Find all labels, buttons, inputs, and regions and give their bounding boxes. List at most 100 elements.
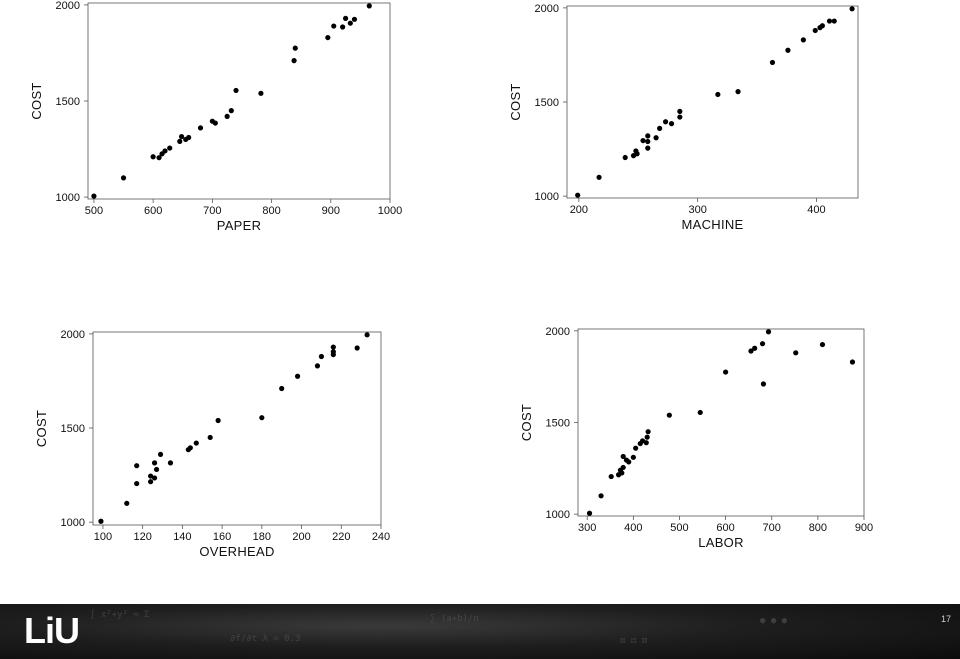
data-point: [849, 359, 856, 365]
data-point: [819, 341, 826, 348]
data-point: [207, 434, 213, 441]
x-tick-label: 500: [670, 522, 688, 534]
x-axis-label: PAPER: [217, 218, 262, 233]
data-point: [662, 119, 669, 125]
data-point: [785, 47, 791, 53]
data-point: [233, 87, 239, 94]
data-point: [330, 351, 336, 358]
data-point: [586, 510, 593, 516]
data-point: [645, 138, 651, 145]
y-tick-label: 2000: [535, 3, 559, 15]
data-point: [177, 138, 183, 144]
x-axis-label: LABOR: [698, 535, 744, 550]
x-tick-label: 200: [292, 531, 310, 543]
data-point: [151, 460, 158, 466]
data-point: [640, 137, 646, 144]
y-tick-label: 1500: [61, 423, 85, 435]
data-point: [151, 475, 158, 481]
plot-frame: [566, 5, 859, 199]
y-tick-label: 1000: [61, 517, 85, 529]
data-point: [156, 155, 162, 161]
data-point: [162, 148, 168, 154]
data-point: [575, 192, 581, 198]
background-texture: ∑ (a+b)/n: [430, 614, 479, 624]
x-tick-label: 120: [133, 531, 151, 543]
data-point: [351, 16, 358, 22]
data-point: [619, 470, 625, 476]
data-point: [347, 20, 353, 26]
data-point: [331, 23, 337, 29]
data-point: [723, 369, 729, 375]
background-texture: ∫ x²+y² ≈ Σ: [90, 610, 150, 620]
x-tick-label: 300: [688, 204, 706, 216]
x-tick-label: 300: [578, 522, 596, 534]
data-point: [150, 154, 156, 160]
data-point: [325, 34, 331, 41]
y-axis-label: COST: [519, 404, 534, 441]
data-point: [677, 114, 683, 120]
x-tick-label: 100: [94, 531, 112, 543]
liu-logo: LiU: [24, 610, 80, 651]
background-texture: ⚄ ⚃ ⚅: [620, 636, 648, 646]
data-point: [153, 466, 160, 473]
y-axis-label: COST: [508, 83, 523, 120]
x-tick-label: 600: [716, 522, 734, 534]
data-point: [279, 385, 285, 392]
x-axis-label: OVERHEAD: [199, 544, 274, 559]
data-point: [760, 381, 767, 387]
x-tick-label: 800: [262, 205, 280, 217]
x-tick-label: 240: [372, 531, 390, 543]
data-point: [178, 133, 185, 140]
y-tick-label: 1000: [56, 192, 80, 204]
x-tick-label: 800: [809, 522, 827, 534]
data-point: [697, 409, 703, 416]
data-point: [314, 363, 321, 369]
data-point: [340, 24, 346, 30]
data-point: [633, 445, 639, 451]
data-point: [645, 133, 651, 139]
data-point: [620, 453, 626, 460]
data-point: [366, 3, 372, 9]
x-tick-label: 700: [203, 205, 221, 217]
data-point: [259, 415, 265, 421]
background-texture: ∂f/∂t λ = 0.3: [230, 634, 301, 644]
plot-frame: [92, 331, 382, 526]
data-point: [120, 175, 127, 181]
data-point: [644, 434, 650, 440]
data-point: [819, 23, 825, 29]
y-tick-label: 1500: [546, 418, 570, 430]
data-point: [831, 18, 837, 24]
data-point: [668, 121, 675, 127]
scatter-panel-paper: 500 600 700 800 900 1000 1000 1500 2000 PAPER COST: [29, 0, 402, 233]
data-point: [291, 58, 297, 64]
x-tick-label: 900: [322, 205, 340, 217]
data-point: [645, 429, 651, 435]
data-point: [157, 451, 164, 457]
y-axis-label: COST: [29, 82, 44, 119]
x-tick-label: 220: [332, 531, 350, 543]
data-point: [598, 493, 604, 499]
x-tick-label: 200: [570, 204, 588, 216]
scatter-plot-grid: 500 600 700 800 900 1000 1000 1500 2000 PAPER COST…: [29, 0, 873, 559]
y-tick-label: 2000: [61, 329, 85, 341]
data-point: [212, 120, 218, 126]
data-point: [748, 348, 754, 354]
x-tick-label: 400: [807, 204, 825, 216]
data-point: [630, 454, 636, 460]
data-point: [148, 473, 154, 479]
data-point: [292, 45, 298, 51]
data-point: [735, 89, 741, 95]
data-point: [666, 412, 672, 418]
data-point: [752, 345, 758, 351]
y-tick-label: 1000: [535, 191, 559, 203]
plot-frame: [577, 328, 865, 517]
scatter-panel-machine: 200 300 400 1000 1500 2000 MACHINE COST: [508, 3, 859, 232]
data-point: [167, 145, 173, 151]
x-axis-label: MACHINE: [681, 217, 743, 232]
data-point: [715, 91, 721, 98]
data-point: [193, 440, 199, 446]
data-point: [759, 341, 766, 347]
data-point: [134, 463, 140, 469]
x-tick-label: 140: [173, 531, 191, 543]
data-point: [826, 18, 833, 24]
